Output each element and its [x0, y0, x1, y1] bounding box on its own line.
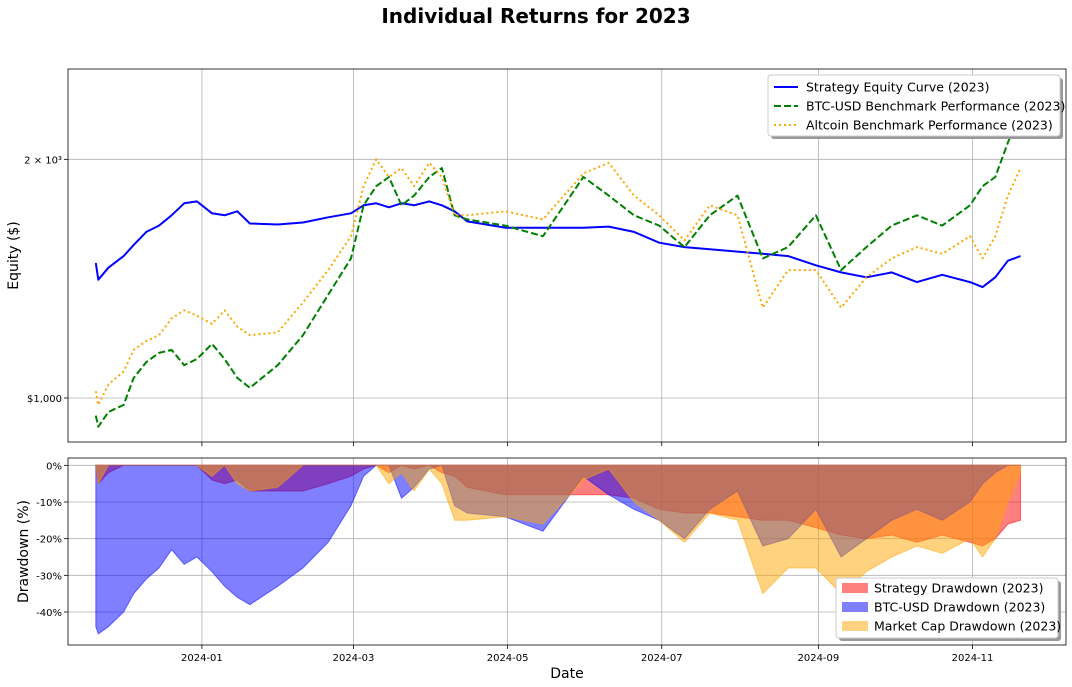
- drawdown-legend-label-2: BTC-USD Drawdown (2023): [874, 600, 1045, 615]
- drawdown-legend-label-1: Strategy Drawdown (2023): [874, 581, 1043, 596]
- drawdown-ytick-label: -40%: [36, 608, 62, 619]
- drawdown-legend-label-3: Market Cap Drawdown (2023): [874, 619, 1061, 634]
- equity-legend-label-2: BTC-USD Benchmark Performance (2023): [806, 99, 1065, 114]
- drawdown-xtick-label: 2024-07: [641, 653, 683, 664]
- equity-series-line-3: [94, 158, 1022, 406]
- drawdown-axes-frame: [67, 457, 1067, 646]
- drawdown-xlabel: Date: [550, 666, 583, 682]
- equity-series-line-2: [94, 110, 1022, 428]
- equity-ytick-label: 2 × 10³: [24, 155, 62, 166]
- drawdown-legend-swatch-2: [842, 602, 868, 612]
- drawdown-ytick-label: -20%: [36, 535, 62, 546]
- equity-axes-frame: [67, 68, 1067, 443]
- equity-legend-label-3: Altcoin Benchmark Performance (2023): [806, 118, 1053, 133]
- equity-ytick-label: $1,000: [27, 394, 62, 405]
- drawdown-ylabel: Drawdown (%): [16, 500, 32, 603]
- equity-ylabel: Equity ($): [6, 221, 22, 290]
- drawdown-xtick-label: 2024-01: [181, 653, 223, 664]
- drawdown-ytick-label: 0%: [46, 461, 62, 472]
- drawdown-ytick-label: -10%: [36, 498, 62, 509]
- drawdown-xtick-label: 2024-09: [797, 653, 839, 664]
- drawdown-legend-swatch-1: [842, 583, 868, 593]
- drawdown-xtick-label: 2024-03: [333, 653, 375, 664]
- figure-title: Individual Returns for 2023: [381, 4, 691, 28]
- drawdown-legend: [835, 577, 1059, 639]
- drawdown-area-3: [95, 464, 1021, 595]
- drawdown-legend-swatch-3: [842, 621, 868, 631]
- drawdown-ytick-label: -30%: [36, 571, 62, 582]
- drawdown-xtick-label: 2024-11: [952, 653, 994, 664]
- equity-legend-label-1: Strategy Equity Curve (2023): [806, 80, 989, 95]
- drawdown-xtick-label: 2024-05: [487, 653, 529, 664]
- equity-legend: [767, 74, 1061, 137]
